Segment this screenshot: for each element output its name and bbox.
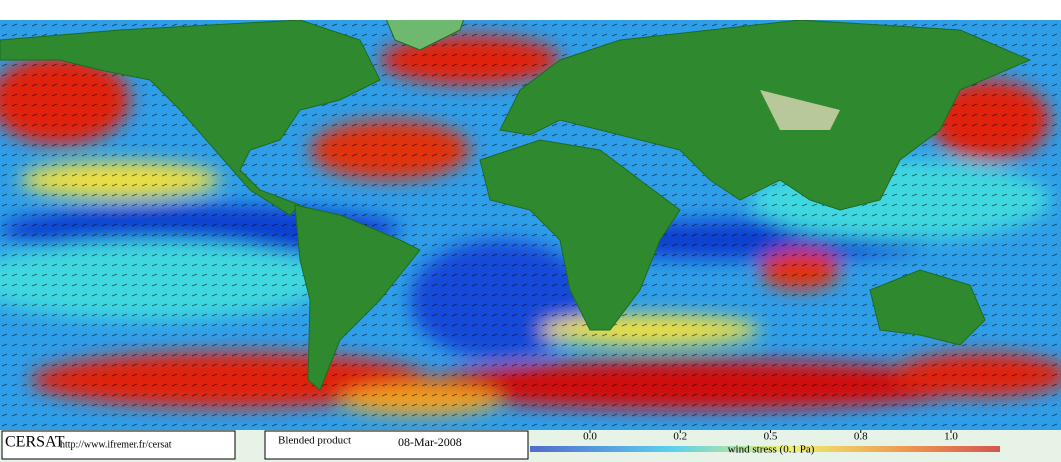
colorbar-tick-label: 0.2 xyxy=(673,431,687,443)
colorbar-tick-label: 0.5 xyxy=(764,431,778,443)
date: 08-Mar-2008 xyxy=(398,435,462,449)
footer: CERSAT http://www.ifremer.fr/cersat Blen… xyxy=(0,430,1061,462)
product: Blended product xyxy=(278,435,351,447)
product-box xyxy=(264,430,529,460)
colorbar-tick-label: 1.0 xyxy=(944,431,958,443)
logo-box xyxy=(1,430,236,460)
colorbar-label: wind stress (0.1 Pa) xyxy=(728,444,815,456)
land xyxy=(0,0,1061,391)
colorbar-tick-label: 0.8 xyxy=(854,431,868,443)
colorbar xyxy=(530,446,1000,452)
url: http://www.ifremer.fr/cersat xyxy=(60,439,172,450)
colorbar-tick-label: 0.0 xyxy=(583,431,597,443)
logo: CERSAT xyxy=(5,434,65,451)
